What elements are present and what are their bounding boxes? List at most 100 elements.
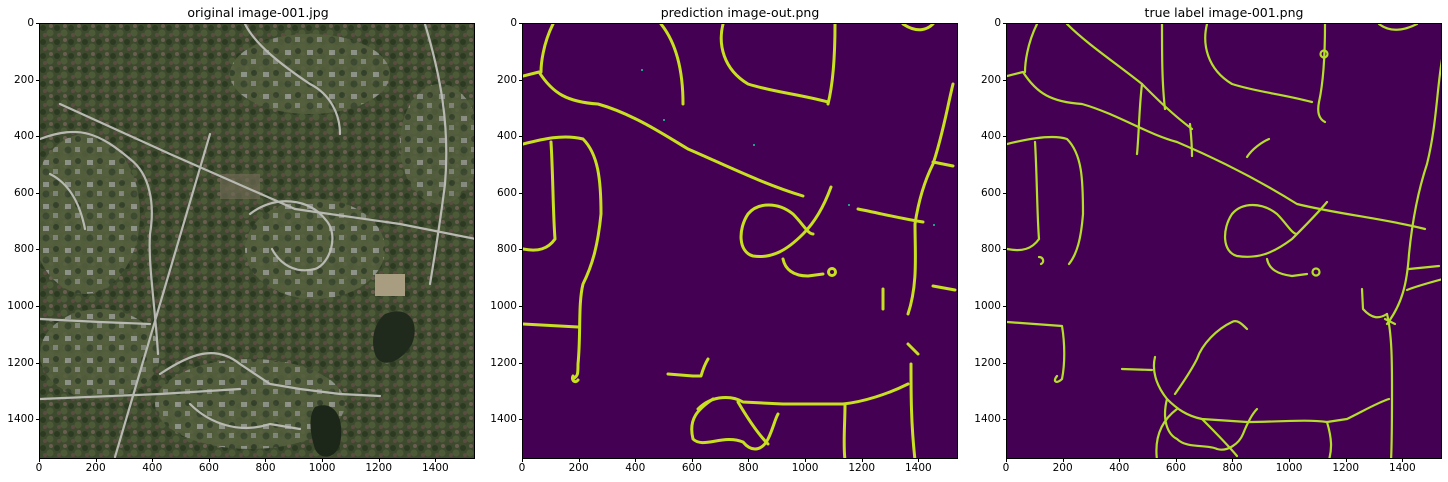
x-tick-mark	[578, 459, 580, 462]
x-tick-mark	[1119, 459, 1121, 462]
x-tick-mark	[1232, 459, 1234, 462]
x-tick-label: 400	[1109, 462, 1130, 474]
y-tick-mark	[36, 192, 39, 194]
y-tick-mark	[1003, 192, 1006, 194]
x-tick-mark	[95, 459, 97, 462]
x-tick-mark	[748, 459, 750, 462]
y-tick-label: 1400	[7, 413, 34, 426]
x-tick-mark	[1402, 459, 1404, 462]
x-tick-mark	[1345, 459, 1347, 462]
y-tick-label: 1000	[7, 300, 34, 313]
x-tick-label: 800	[738, 462, 759, 474]
x-tick-mark	[522, 459, 523, 462]
y-tick-mark	[519, 362, 522, 364]
x-tick-label: 400	[142, 462, 163, 474]
x-tick-label: 1200	[848, 462, 876, 474]
x-tick-mark	[861, 459, 863, 462]
y-tick-mark	[519, 136, 522, 138]
x-tick-mark	[39, 459, 40, 462]
y-tick-mark	[1003, 249, 1006, 251]
x-tick-mark	[208, 459, 210, 462]
x-tick-label: 1400	[1388, 462, 1416, 474]
x-tick-label: 800	[1222, 462, 1243, 474]
x-tick-mark	[691, 459, 693, 462]
y-tick-mark	[1003, 362, 1006, 364]
x-tick-label: 200	[568, 462, 589, 474]
x-tick-label: 600	[1165, 462, 1186, 474]
x-tick-mark	[1175, 459, 1177, 462]
y-tick-mark	[36, 249, 39, 251]
y-tick-label: 1200	[974, 356, 1001, 369]
panel-original: original image-001.jpg	[0, 0, 480, 482]
x-tick-mark	[805, 459, 807, 462]
y-tick-mark	[1003, 419, 1006, 421]
panel-title: prediction image-out.png	[660, 5, 820, 20]
y-tick-label: 200	[980, 73, 1001, 86]
panel-true-label: true label image-001.png	[966, 0, 1448, 482]
x-tick-label: 1400	[904, 462, 932, 474]
y-tick-mark	[36, 79, 39, 81]
x-tick-mark	[152, 459, 154, 462]
y-tick-label: 0	[510, 17, 517, 29]
y-tick-label: 600	[496, 186, 517, 199]
x-tick-mark	[918, 459, 920, 462]
y-tick-label: 1400	[490, 413, 517, 426]
x-tick-label: 1400	[421, 462, 449, 474]
y-tick-label: 400	[496, 130, 517, 143]
y-tick-mark	[519, 23, 522, 24]
y-tick-mark	[519, 192, 522, 194]
y-tick-mark	[1003, 306, 1006, 308]
y-tick-mark	[1003, 23, 1006, 24]
x-tick-mark	[378, 459, 380, 462]
y-tick-mark	[36, 136, 39, 138]
y-tick-label: 0	[27, 17, 34, 29]
y-tick-mark	[36, 362, 39, 364]
x-tick-label: 400	[625, 462, 646, 474]
y-tick-mark	[519, 419, 522, 421]
satellite-image	[39, 23, 475, 459]
y-tick-mark	[519, 79, 522, 81]
x-tick-label: 0	[1002, 462, 1010, 474]
panel-title: original image-001.jpg	[187, 5, 329, 20]
y-tick-label: 1000	[490, 300, 517, 313]
x-tick-mark	[322, 459, 324, 462]
x-tick-label: 1000	[308, 462, 336, 474]
y-tick-mark	[519, 306, 522, 308]
y-tick-label: 200	[496, 73, 517, 86]
x-tick-mark	[265, 459, 267, 462]
y-tick-label: 400	[13, 130, 34, 143]
x-tick-label: 1000	[1275, 462, 1303, 474]
y-tick-label: 600	[13, 186, 34, 199]
x-tick-mark	[635, 459, 637, 462]
y-tick-label: 600	[980, 186, 1001, 199]
x-tick-mark	[1289, 459, 1291, 462]
panel-title: true label image-001.png	[1144, 5, 1304, 20]
y-tick-mark	[519, 249, 522, 251]
x-tick-label: 1200	[365, 462, 393, 474]
panel-prediction: prediction image-out.png	[482, 0, 964, 482]
y-tick-label: 800	[496, 243, 517, 256]
x-tick-label: 200	[85, 462, 106, 474]
y-tick-label: 1400	[974, 413, 1001, 426]
x-tick-label: 1200	[1332, 462, 1360, 474]
y-tick-label: 0	[994, 17, 1001, 29]
y-tick-mark	[36, 306, 39, 308]
y-tick-label: 800	[13, 243, 34, 256]
x-tick-label: 600	[681, 462, 702, 474]
prediction-mask	[522, 23, 958, 459]
y-tick-label: 1200	[7, 356, 34, 369]
y-tick-mark	[1003, 136, 1006, 138]
y-tick-mark	[1003, 79, 1006, 81]
y-tick-label: 400	[980, 130, 1001, 143]
y-tick-mark	[36, 419, 39, 421]
true-label-mask	[1006, 23, 1442, 459]
x-tick-label: 0	[35, 462, 43, 474]
y-tick-label: 800	[980, 243, 1001, 256]
y-tick-label: 1200	[490, 356, 517, 369]
x-tick-mark	[435, 459, 437, 462]
x-tick-mark	[1062, 459, 1064, 462]
y-tick-mark	[36, 23, 39, 24]
y-tick-label: 200	[13, 73, 34, 86]
y-tick-label: 1000	[974, 300, 1001, 313]
x-tick-label: 600	[198, 462, 219, 474]
